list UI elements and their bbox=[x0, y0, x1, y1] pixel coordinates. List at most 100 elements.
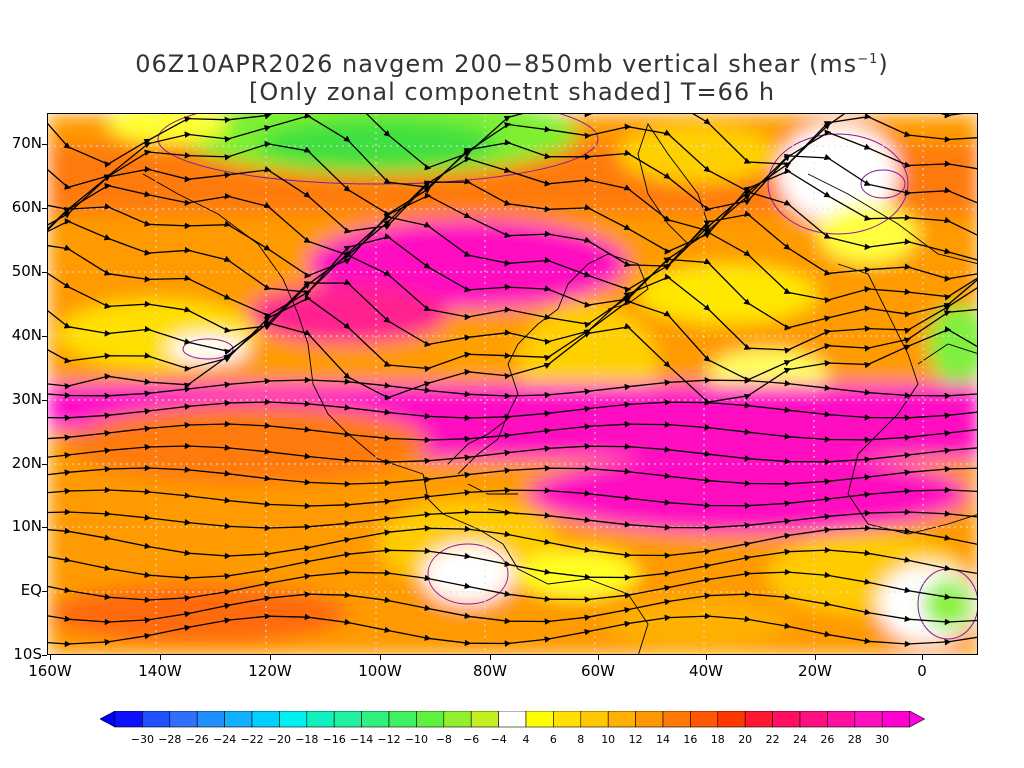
colorbar-label: −12 bbox=[377, 733, 401, 746]
lon-label: 60W bbox=[581, 662, 615, 680]
lon-tick bbox=[706, 655, 707, 660]
colorbar-label: 8 bbox=[577, 733, 585, 746]
colorbar-swatch bbox=[854, 711, 883, 728]
colorbar-label: 26 bbox=[820, 733, 835, 746]
lon-tick bbox=[922, 655, 923, 660]
lon-label: 20W bbox=[798, 662, 832, 680]
lon-tick bbox=[160, 655, 161, 660]
lon-label: 100W bbox=[358, 662, 402, 680]
lon-label: 140W bbox=[138, 662, 182, 680]
colorbar-swatch bbox=[224, 711, 253, 728]
colorbar-swatch bbox=[498, 711, 527, 728]
shear-map bbox=[47, 113, 978, 655]
colorbar-label: −6 bbox=[463, 733, 480, 746]
colorbar-swatch bbox=[196, 711, 225, 728]
colorbar-swatch bbox=[470, 711, 499, 728]
lon-tick bbox=[490, 655, 491, 660]
streamline bbox=[48, 420, 977, 444]
title-line-1-end: ) bbox=[878, 50, 889, 78]
colorbar-swatch bbox=[690, 711, 719, 728]
colorbar-swatch bbox=[333, 711, 362, 728]
lat-label: EQ bbox=[20, 581, 42, 599]
colorbar-label: −10 bbox=[404, 733, 428, 746]
colorbar-under-arrow bbox=[100, 711, 116, 728]
lat-tick bbox=[42, 400, 47, 401]
lat-label: 10S bbox=[13, 645, 42, 663]
streamline bbox=[48, 398, 977, 422]
lon-label: 120W bbox=[248, 662, 292, 680]
map-title: 06Z10APR2026 navgem 200−850mb vertical s… bbox=[0, 46, 1024, 106]
colorbar-swatch bbox=[744, 711, 773, 728]
streamline bbox=[48, 486, 977, 510]
colorbar-label: −18 bbox=[295, 733, 319, 746]
lat-tick bbox=[42, 144, 47, 145]
streamline bbox=[48, 442, 977, 466]
colorbar-label: 16 bbox=[683, 733, 698, 746]
lat-label: 10N bbox=[11, 517, 42, 535]
lon-label: 40W bbox=[689, 662, 723, 680]
colorbar-label: −8 bbox=[435, 733, 452, 746]
lat-tick bbox=[42, 336, 47, 337]
lat-label: 30N bbox=[11, 390, 42, 408]
colorbar-label: −14 bbox=[349, 733, 374, 746]
colorbar-swatch bbox=[416, 711, 445, 728]
lat-tick bbox=[42, 591, 47, 592]
colorbar bbox=[100, 711, 926, 728]
colorbar-label: −30 bbox=[130, 733, 154, 746]
colorbar-swatch bbox=[662, 711, 691, 728]
colorbar-label: 24 bbox=[793, 733, 807, 746]
streamline bbox=[48, 612, 977, 648]
colorbar-swatch bbox=[772, 711, 801, 728]
streamline bbox=[48, 508, 977, 532]
colorbar-swatch bbox=[361, 711, 390, 728]
colorbar-swatch bbox=[114, 711, 143, 728]
lon-tick bbox=[50, 655, 51, 660]
streamline bbox=[48, 464, 977, 488]
colorbar-swatch bbox=[279, 711, 308, 728]
lat-tick bbox=[42, 208, 47, 209]
colorbar-label: −4 bbox=[490, 733, 507, 746]
lat-tick bbox=[42, 272, 47, 273]
colorbar-swatch bbox=[827, 711, 856, 728]
streamline bbox=[48, 376, 977, 400]
lat-label: 40N bbox=[11, 326, 42, 344]
colorbar-swatch bbox=[251, 711, 280, 728]
lon-tick bbox=[815, 655, 816, 660]
title-line-1: 06Z10APR2026 navgem 200−850mb vertical s… bbox=[0, 46, 1024, 78]
colorbar-swatch bbox=[553, 711, 582, 728]
colorbar-label: 22 bbox=[765, 733, 780, 746]
colorbar-swatch bbox=[717, 711, 746, 728]
colorbar-swatch bbox=[881, 711, 910, 728]
colorbar-label: −26 bbox=[185, 733, 209, 746]
colorbar-label: −24 bbox=[212, 733, 237, 746]
colorbar-swatch bbox=[799, 711, 828, 728]
colorbar-label: −16 bbox=[322, 733, 346, 746]
lat-label: 20N bbox=[11, 454, 42, 472]
colorbar-label: −20 bbox=[267, 733, 291, 746]
map-canvas bbox=[48, 114, 977, 654]
colorbar-label: −22 bbox=[240, 733, 264, 746]
lat-tick bbox=[42, 655, 47, 656]
title-line-1-text: 06Z10APR2026 navgem 200−850mb vertical s… bbox=[135, 50, 858, 78]
lon-tick bbox=[380, 655, 381, 660]
colorbar-swatch bbox=[580, 711, 609, 728]
colorbar-swatch bbox=[635, 711, 664, 728]
title-units-superscript: −1 bbox=[857, 52, 879, 67]
colorbar-swatch bbox=[306, 711, 335, 728]
lat-tick bbox=[42, 464, 47, 465]
colorbar-label: 12 bbox=[628, 733, 643, 746]
title-line-2: [Only zonal componetnt shaded] T=66 h bbox=[248, 78, 776, 106]
colorbar-swatch bbox=[443, 711, 472, 728]
colorbar-swatch bbox=[142, 711, 171, 728]
colorbar-label: 14 bbox=[656, 733, 670, 746]
lat-label: 50N bbox=[11, 262, 42, 280]
lat-label: 70N bbox=[11, 134, 42, 152]
colorbar-label: 20 bbox=[738, 733, 753, 746]
lat-label: 60N bbox=[11, 198, 42, 216]
colorbar-label: −28 bbox=[158, 733, 182, 746]
colorbar-label: 30 bbox=[875, 733, 890, 746]
streamlines bbox=[48, 114, 977, 648]
colorbar-label: 6 bbox=[549, 733, 557, 746]
lon-label: 80W bbox=[473, 662, 507, 680]
colorbar-swatch bbox=[169, 711, 198, 728]
